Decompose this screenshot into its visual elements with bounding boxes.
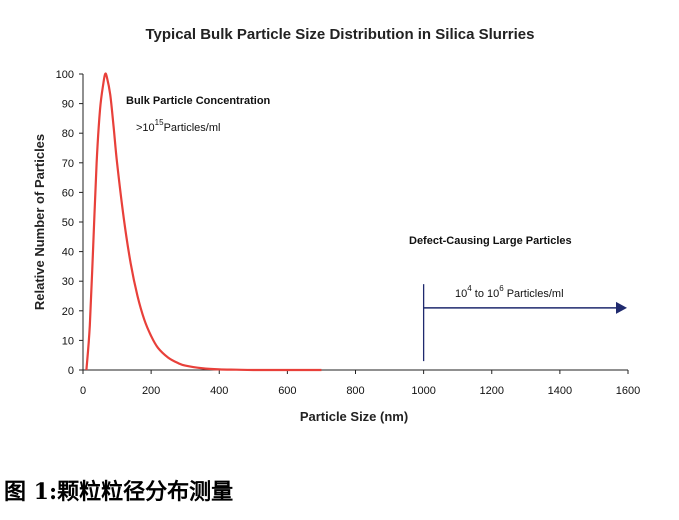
defect-annotation-value: 104 to 106 Particles/ml [455,284,564,300]
y-tick-label: 0 [68,365,74,377]
x-tick-label: 1400 [548,385,572,397]
x-tick-label: 600 [278,385,296,397]
y-tick-label: 30 [62,276,74,288]
x-tick-label: 400 [210,385,228,397]
distribution-curve [85,72,322,372]
y-tick-label: 50 [62,217,74,229]
chart-title: Typical Bulk Particle Size Distribution … [145,26,534,43]
plot-area: 0 200 400 600 800 1000 1200 1400 1600 0 10 20 30 40 5… [56,69,641,397]
bulk-annotation-title: Bulk Particle Concentration [126,95,271,107]
y-tick-label: 20 [62,306,74,318]
y-tick-label: 10 [62,335,74,347]
x-tick-label: 1200 [480,385,504,397]
x-tick-label: 1000 [411,385,435,397]
y-tick-label: 40 [62,247,74,259]
figure-caption: 图 1:颗粒粒径分布测量 [4,479,234,505]
y-tick-label: 60 [62,187,74,199]
y-tick-label: 100 [56,69,74,81]
y-ticks: 0 10 20 30 40 50 60 70 80 90 100 [56,69,83,377]
x-tick-label: 0 [80,385,86,397]
y-tick-label: 90 [62,99,74,111]
y-tick-label: 70 [62,158,74,170]
x-axis-label: Particle Size (nm) [300,409,408,424]
bulk-annotation-value: >1015Particles/ml [136,118,220,134]
x-tick-label: 1600 [616,385,640,397]
y-axis-label: Relative Number of Particles [32,134,47,310]
x-ticks: 0 200 400 600 800 1000 1200 1400 1600 [80,370,640,397]
y-tick-label: 80 [62,128,74,140]
chart: Typical Bulk Particle Size Distribution … [32,26,641,424]
defect-annotation-title: Defect-Causing Large Particles [409,235,572,247]
x-tick-label: 800 [346,385,364,397]
arrow-head-icon [616,301,627,314]
x-tick-label: 200 [142,385,160,397]
